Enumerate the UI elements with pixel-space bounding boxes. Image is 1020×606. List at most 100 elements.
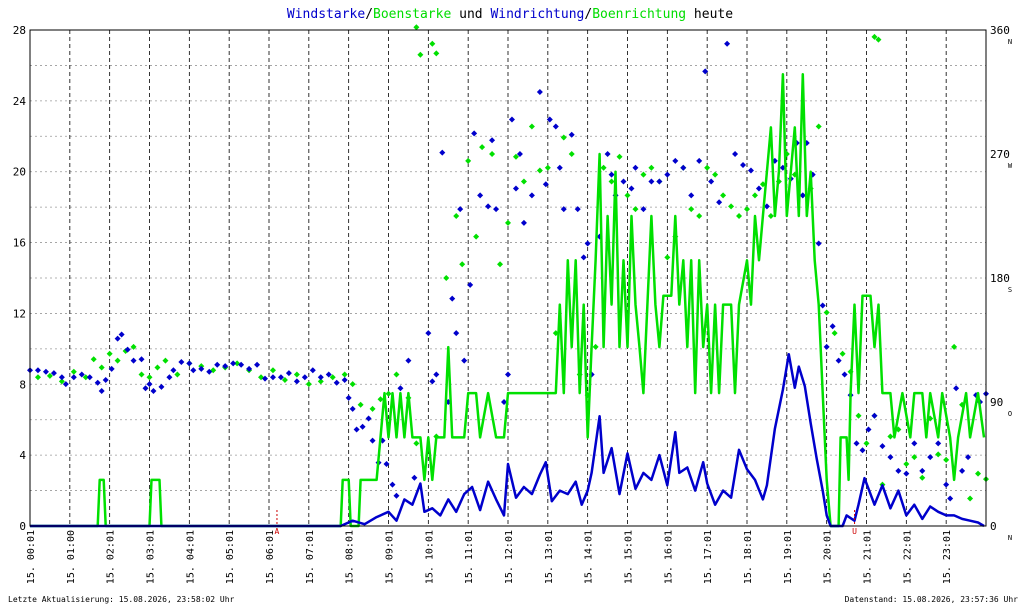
scatter-point-windrichtung (560, 206, 567, 213)
scatter-point-windrichtung (568, 131, 575, 138)
scatter-point-windrichtung (520, 219, 527, 226)
y-left-tick-label: 8 (19, 378, 26, 391)
scatter-point-windrichtung (353, 426, 360, 433)
scatter-point-windrichtung (198, 365, 205, 372)
x-tick-label: 15. 20:01 (823, 530, 834, 584)
scatter-point-windrichtung (158, 383, 165, 390)
scatter-point-windrichtung (467, 281, 474, 288)
scatter-point-boenrichtung (443, 275, 450, 281)
scatter-point-boenrichtung (369, 405, 376, 412)
y-left-tick-label: 24 (13, 95, 27, 108)
scatter-point-boenrichtung (616, 153, 623, 160)
scatter-point-boenrichtung (58, 378, 65, 385)
scatter-point-windrichtung (98, 387, 105, 394)
scatter-point-windrichtung (114, 335, 121, 342)
scatter-point-windrichtung (528, 192, 535, 199)
scatter-point-windrichtung (341, 376, 348, 383)
scatter-point-windrichtung (429, 378, 436, 385)
scatter-point-boenrichtung (269, 367, 276, 374)
scatter-point-windrichtung (493, 206, 500, 213)
x-tick-label: 15. 08:01 (345, 530, 356, 584)
y-right-tick-label: 270 (990, 148, 1010, 161)
x-tick-label: 15. 22:01 (902, 530, 913, 584)
scatter-point-windrichtung (755, 185, 762, 192)
x-tick-label: 15. 16:01 (663, 530, 674, 584)
scatter-point-windrichtung (309, 367, 316, 374)
scatter-point-boenrichtung (608, 178, 615, 185)
scatter-point-boenrichtung (459, 261, 466, 268)
scatter-point-boenrichtung (751, 192, 758, 199)
scatter-point-windrichtung (461, 357, 468, 364)
scatter-point-windrichtung (333, 379, 340, 386)
scatter-point-windrichtung (477, 192, 484, 199)
scatter-point-windrichtung (433, 371, 440, 378)
scatter-point-boenrichtung (341, 371, 348, 378)
x-tick-label: 15. 04:01 (185, 530, 196, 584)
scatter-point-boenrichtung (479, 144, 486, 151)
x-tick-label: 15. 23:01 (942, 530, 953, 584)
scatter-point-boenrichtung (696, 213, 703, 219)
scatter-point-windrichtung (871, 412, 878, 419)
scatter-point-boenrichtung (349, 381, 356, 388)
scatter-point-windrichtung (953, 385, 960, 392)
grid (30, 30, 986, 526)
scatter-point-boenrichtung (154, 364, 161, 371)
series-layer (27, 24, 989, 528)
scatter-point-windrichtung (118, 331, 125, 338)
scatter-point-boenrichtung (568, 151, 575, 157)
scatter-point-windrichtung (608, 171, 615, 178)
scatter-point-windrichtung (142, 385, 149, 392)
scatter-point-boenrichtung (863, 440, 870, 447)
scatter-point-windrichtung (108, 365, 115, 372)
title-part: Windstarke (287, 7, 365, 22)
scatter-point-boenrichtung (281, 376, 288, 383)
scatter-point-windrichtung (262, 375, 269, 382)
scatter-point-windrichtung (254, 361, 261, 368)
scatter-point-windrichtung (325, 371, 332, 378)
scatter-point-boenrichtung (875, 36, 882, 43)
scatter-point-windrichtung (190, 367, 197, 374)
x-tick-label: 15. 11:01 (464, 530, 475, 584)
scatter-point-boenrichtung (600, 164, 607, 171)
scatter-point-boenrichtung (377, 396, 384, 403)
direction-label: N (1008, 534, 1012, 542)
scatter-point-windrichtung (411, 474, 418, 481)
scatter-point-windrichtung (688, 192, 695, 199)
scatter-point-boenrichtung (903, 461, 910, 467)
scatter-point-windrichtung (102, 376, 109, 383)
scatter-point-boenrichtung (704, 164, 711, 171)
scatter-point-boenrichtung (317, 378, 324, 385)
scatter-point-windrichtung (552, 123, 559, 130)
scatter-point-windrichtung (505, 371, 511, 378)
series-line-boenstarke (30, 73, 986, 528)
scatter-point-boenrichtung (122, 348, 129, 355)
scatter-point-windrichtung (238, 361, 245, 368)
scatter-point-windrichtung (628, 185, 635, 192)
footer-right: Datenstand: 15.08.2026, 23:57:36 Uhr (845, 595, 1019, 604)
scatter-point-windrichtung (166, 374, 173, 381)
scatter-point-windrichtung (604, 151, 611, 157)
scatter-point-boenrichtung (911, 454, 918, 461)
scatter-point-windrichtung (150, 387, 157, 394)
scatter-point-windrichtung (829, 323, 836, 330)
scatter-point-boenrichtung (146, 374, 153, 381)
scatter-point-windrichtung (501, 399, 508, 405)
scatter-point-boenrichtung (46, 372, 53, 379)
scatter-point-windrichtung (269, 374, 276, 381)
footer-left: Letzte Aktualisierung: 15.08.2026, 23:58… (8, 595, 235, 604)
scatter-point-boenrichtung (329, 374, 336, 381)
scatter-point-boenrichtung (70, 368, 77, 375)
scatter-point-windrichtung (656, 178, 663, 185)
scatter-point-windrichtung (835, 357, 842, 364)
scatter-point-boenrichtung (720, 192, 727, 199)
y-left-tick-label: 12 (13, 307, 26, 320)
scatter-point-windrichtung (146, 381, 153, 388)
scatter-point-boenrichtung (305, 381, 312, 388)
scatter-point-windrichtung (546, 116, 553, 123)
scatter-point-windrichtung (574, 206, 581, 213)
scatter-point-windrichtung (178, 359, 185, 366)
title-part: / (365, 7, 373, 22)
scatter-point-boenrichtung (473, 233, 480, 240)
chart-title: Windstarke/Boenstarke und Windrichtung/B… (287, 7, 733, 22)
